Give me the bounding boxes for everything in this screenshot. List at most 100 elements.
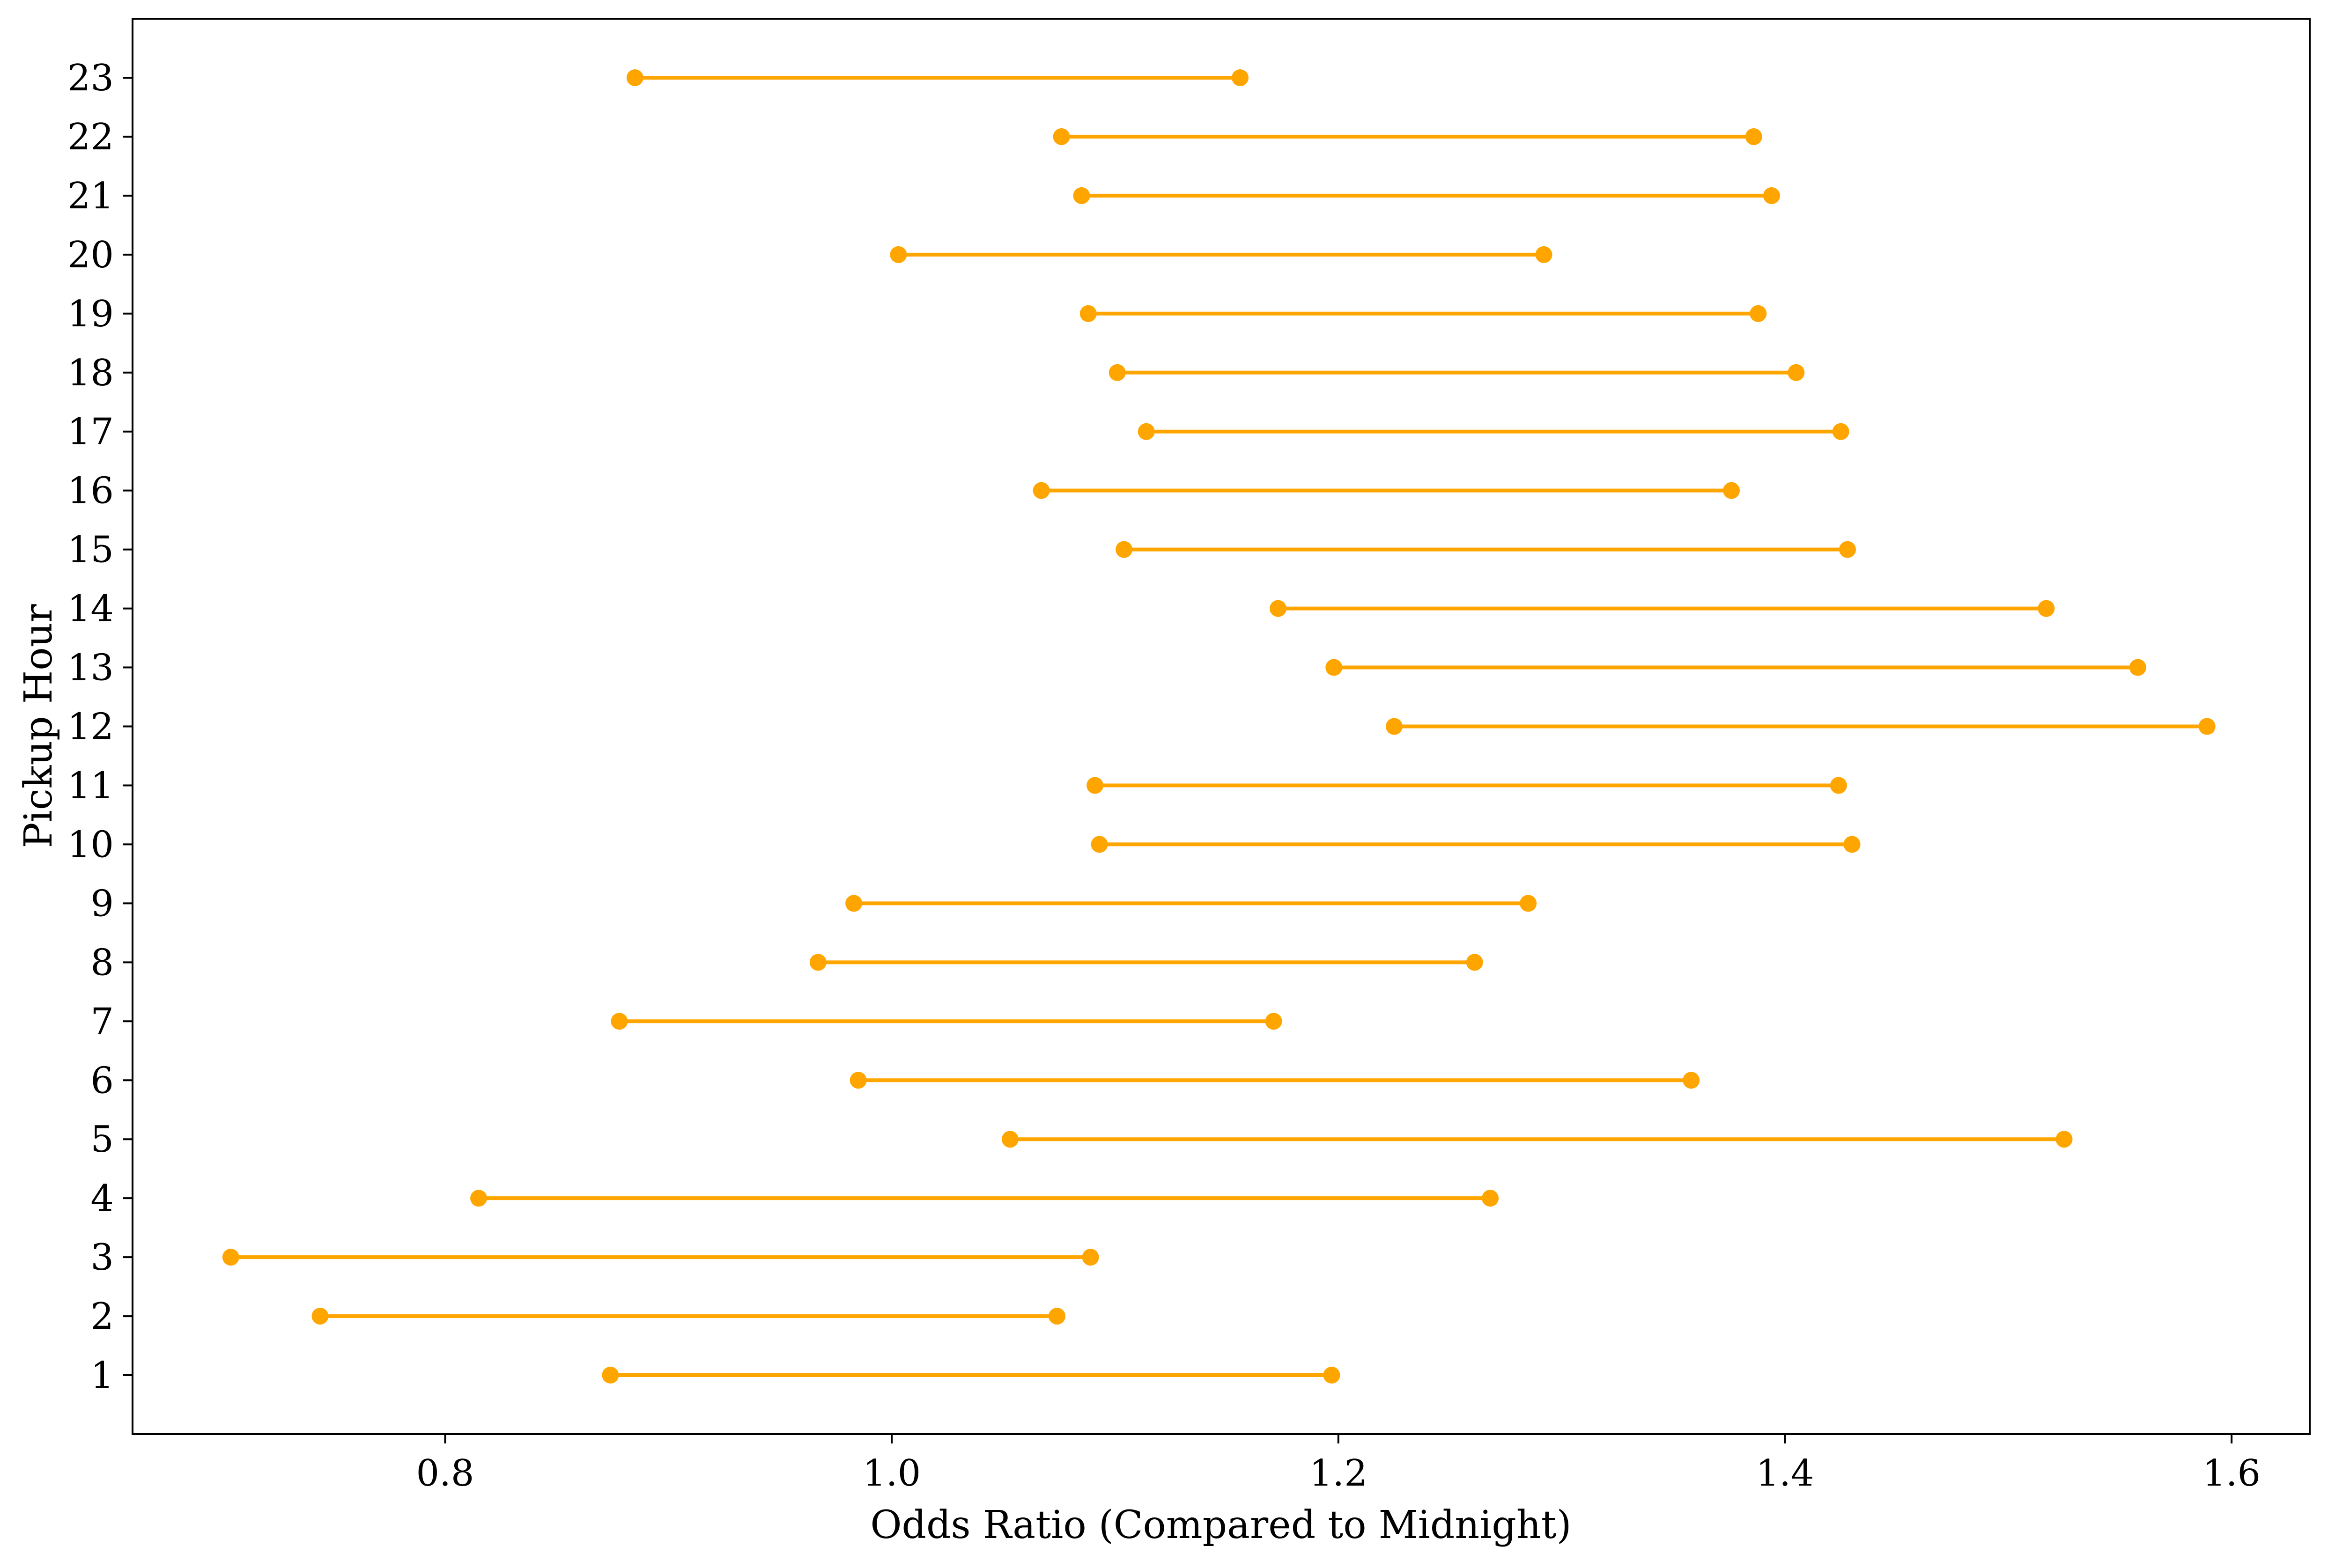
lower-bound-point [470,1190,488,1207]
y-tick-label: 14 [67,588,114,630]
lower-bound-point [1053,128,1070,145]
lower-bound-point [1325,659,1343,676]
lower-bound-point [1270,600,1287,617]
y-tick-label: 7 [90,1001,114,1043]
interval-hour-19 [1079,305,1767,322]
upper-bound-point [2038,600,2055,617]
y-tick-label: 3 [90,1237,114,1279]
upper-bound-point [2055,1131,2073,1148]
interval-hour-6 [850,1072,1700,1089]
lower-bound-point [1079,305,1097,322]
interval-hour-3 [222,1249,1099,1266]
lower-bound-point [850,1072,867,1089]
y-tick-label: 17 [67,411,114,453]
upper-bound-point [1323,1367,1340,1384]
upper-bound-point [1466,954,1483,971]
upper-bound-point [1843,836,1861,853]
interval-hour-2 [311,1308,1066,1325]
upper-bound-point [1535,246,1552,263]
y-tick-label: 15 [67,529,114,571]
upper-bound-point [1265,1013,1282,1030]
interval-hour-1 [602,1367,1340,1384]
upper-bound-point [1745,128,1762,145]
y-tick-label: 19 [67,293,114,335]
y-tick-label: 8 [90,942,114,984]
interval-hour-13 [1325,659,2146,676]
x-tick-label: 1.6 [2202,1452,2261,1494]
interval-hour-11 [1086,777,1847,794]
y-tick-label: 11 [67,765,114,807]
y-tick-label: 12 [67,706,114,748]
upper-bound-point [1723,482,1740,499]
lower-bound-point [1138,423,1155,440]
upper-bound-point [1788,364,1805,381]
y-tick-label: 22 [67,116,114,158]
y-tick-label: 20 [67,234,114,276]
x-axis-title: Odds Ratio (Compared to Midnight) [870,1503,1571,1547]
lower-bound-point [602,1367,619,1384]
interval-hour-9 [845,895,1537,912]
interval-hour-12 [1386,718,2216,735]
interval-hour-23 [626,69,1249,86]
lower-bound-point [311,1308,329,1325]
x-tick-label: 0.8 [416,1452,474,1494]
y-tick-label: 23 [67,57,114,99]
lower-bound-point [1086,777,1104,794]
y-axis-title: Pickup Hour [16,604,61,848]
lower-bound-point [890,246,907,263]
lower-bound-point [1033,482,1050,499]
y-tick-label: 16 [67,470,114,512]
lower-bound-point [611,1013,628,1030]
interval-hour-17 [1138,423,1849,440]
y-tick-label: 18 [67,352,114,394]
upper-bound-point [1482,1190,1499,1207]
upper-bound-point [1750,305,1767,322]
lower-bound-point [1073,187,1090,204]
interval-hour-18 [1109,364,1805,381]
y-tick-label: 10 [67,824,114,866]
interval-hour-14 [1270,600,2055,617]
lower-bound-point [809,954,827,971]
x-tick-label: 1.0 [863,1452,921,1494]
upper-bound-point [1830,777,1847,794]
upper-bound-point [1049,1308,1066,1325]
y-tick-label: 1 [90,1355,114,1397]
upper-bound-point [1763,187,1780,204]
upper-bound-point [1683,1072,1700,1089]
lower-bound-point [222,1249,239,1266]
interval-hour-5 [1001,1131,2073,1148]
upper-bound-point [1520,895,1537,912]
upper-bound-point [1232,69,1249,86]
upper-bound-point [2198,718,2216,735]
interval-hour-22 [1053,128,1762,145]
lower-bound-point [845,895,863,912]
x-axis-ticks: 0.8 1.0 1.2 1.4 1.6 [416,1434,2261,1494]
lower-bound-point [626,69,643,86]
y-tick-label: 2 [90,1296,114,1338]
interval-hour-15 [1116,541,1856,558]
upper-bound-point [1839,541,1856,558]
lower-bound-point [1001,1131,1019,1148]
upper-bound-point [1082,1249,1099,1266]
upper-bound-point [2129,659,2146,676]
lower-bound-point [1091,836,1108,853]
interval-hour-16 [1033,482,1740,499]
lower-bound-point [1386,718,1403,735]
interval-hour-4 [470,1190,1499,1207]
y-tick-label: 5 [90,1119,114,1161]
y-tick-label: 13 [67,647,114,689]
interval-marks [222,69,2216,1384]
interval-hour-8 [809,954,1483,971]
y-tick-label: 9 [90,883,114,925]
x-tick-label: 1.2 [1309,1452,1367,1494]
y-tick-label: 6 [90,1060,114,1102]
lower-bound-point [1116,541,1133,558]
y-tick-label: 21 [67,175,114,217]
interval-hour-10 [1091,836,1861,853]
interval-hour-21 [1073,187,1780,204]
lower-bound-point [1109,364,1126,381]
upper-bound-point [1832,423,1849,440]
interval-hour-7 [611,1013,1282,1030]
